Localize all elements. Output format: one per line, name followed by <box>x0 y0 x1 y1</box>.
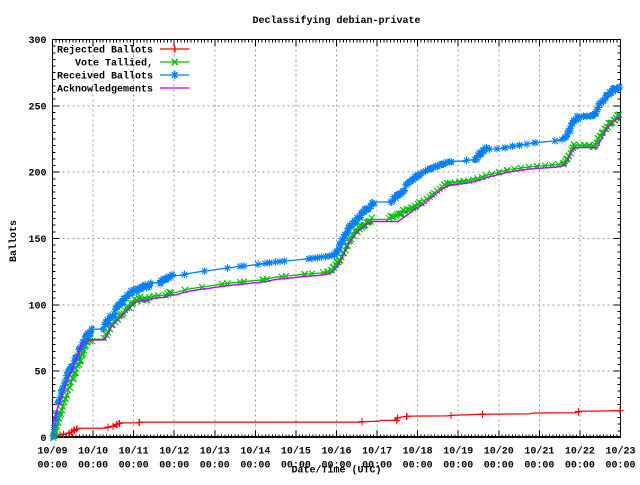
svg-text:10/20: 10/20 <box>484 446 514 458</box>
svg-text:Date/Time (UTC): Date/Time (UTC) <box>291 465 381 477</box>
svg-text:00:00: 00:00 <box>119 461 149 472</box>
svg-text:Ballots: Ballots <box>8 220 20 262</box>
svg-text:10/17: 10/17 <box>362 446 392 458</box>
svg-text:10/13: 10/13 <box>200 446 230 458</box>
svg-text:Received Ballots: Received Ballots <box>57 71 153 83</box>
svg-text:10/19: 10/19 <box>443 446 473 458</box>
svg-text:Rejected Ballots: Rejected Ballots <box>57 45 153 57</box>
svg-text:10/12: 10/12 <box>159 446 189 458</box>
svg-text:00:00: 00:00 <box>484 461 514 472</box>
svg-text:150: 150 <box>28 235 46 246</box>
svg-text:10/16: 10/16 <box>321 446 351 458</box>
svg-text:10/15: 10/15 <box>281 446 311 458</box>
svg-text:00:00: 00:00 <box>605 461 635 472</box>
svg-text:300: 300 <box>28 36 46 47</box>
svg-text:00:00: 00:00 <box>565 461 595 472</box>
svg-text:10/22: 10/22 <box>565 446 595 458</box>
svg-text:250: 250 <box>28 102 46 113</box>
svg-text:10/11: 10/11 <box>119 446 149 458</box>
svg-text:10/14: 10/14 <box>240 446 270 458</box>
svg-text:00:00: 00:00 <box>524 461 554 472</box>
svg-text:Vote Tallied,: Vote Tallied, <box>75 58 153 70</box>
svg-text:200: 200 <box>28 169 46 180</box>
svg-text:10/21: 10/21 <box>524 446 554 458</box>
svg-text:00:00: 00:00 <box>362 461 392 472</box>
svg-text:00:00: 00:00 <box>240 461 270 472</box>
svg-text:00:00: 00:00 <box>78 461 108 472</box>
svg-text:0: 0 <box>40 434 46 445</box>
svg-text:00:00: 00:00 <box>443 461 473 472</box>
svg-text:00:00: 00:00 <box>403 461 433 472</box>
svg-text:10/18: 10/18 <box>403 446 433 458</box>
svg-text:00:00: 00:00 <box>159 461 189 472</box>
svg-text:00:00: 00:00 <box>200 461 230 472</box>
svg-text:10/09: 10/09 <box>37 446 67 458</box>
svg-text:100: 100 <box>28 301 46 312</box>
svg-text:00:00: 00:00 <box>321 461 351 472</box>
svg-text:10/10: 10/10 <box>78 446 108 458</box>
svg-text:50: 50 <box>34 368 46 379</box>
svg-text:Declassifying debian-private: Declassifying debian-private <box>252 15 420 27</box>
svg-text:00:00: 00:00 <box>37 461 67 472</box>
svg-text:Acknowledgements: Acknowledgements <box>57 84 153 96</box>
svg-text:00:00: 00:00 <box>281 461 311 472</box>
svg-text:10/23: 10/23 <box>605 446 635 458</box>
